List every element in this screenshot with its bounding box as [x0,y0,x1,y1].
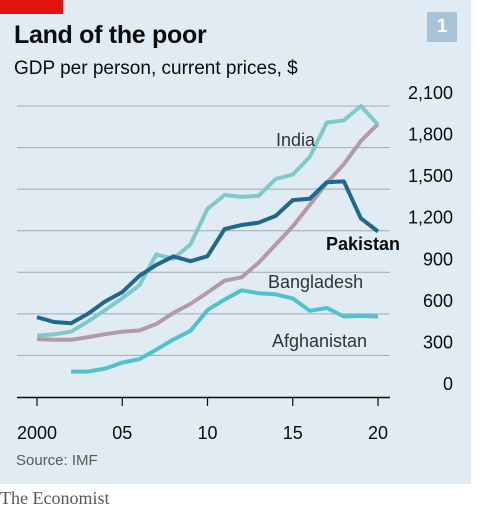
red-tag [0,0,63,14]
y-tick-label: 1,500 [408,166,453,186]
x-tick-label: 15 [283,423,303,443]
y-tick-label: 900 [423,249,453,269]
series-line-pakistan [36,179,380,326]
y-tick-label: 300 [423,332,453,352]
chart-number-badge: 1 [427,12,457,42]
publisher-brand: The Economist [0,488,110,508]
series-line-afghanistan [71,288,379,374]
series-label-bangladesh: Bangladesh [268,272,363,292]
chart-subtitle: GDP per person, current prices, $ [14,58,298,79]
grid-lines [17,105,390,356]
y-tick-label: 1,200 [408,208,453,228]
y-tick-label: 600 [423,291,453,311]
x-tick-label: 05 [112,423,132,443]
series-lines [36,104,380,374]
x-axis: 2000 05 10 15 20 [17,396,390,443]
series-label-india: India [276,130,316,150]
y-axis-ticks: 0 300 600 900 1,200 1,500 1,800 2,100 [408,83,453,394]
y-tick-label: 1,800 [408,125,453,145]
chart-title: Land of the poor [14,21,207,49]
x-tick-label: 2000 [17,423,57,443]
y-tick-label: 2,100 [408,83,453,103]
y-tick-label: 0 [443,374,453,394]
source-note: Source: IMF [16,452,98,469]
x-tick-label: 10 [197,423,217,443]
series-label-afghanistan: Afghanistan [272,331,367,351]
series-labels: India Pakistan Bangladesh Afghanistan [268,130,400,351]
chart-panel [0,0,471,484]
x-tick-label: 20 [368,423,388,443]
series-label-pakistan: Pakistan [326,234,400,254]
series-line-india [36,104,380,338]
